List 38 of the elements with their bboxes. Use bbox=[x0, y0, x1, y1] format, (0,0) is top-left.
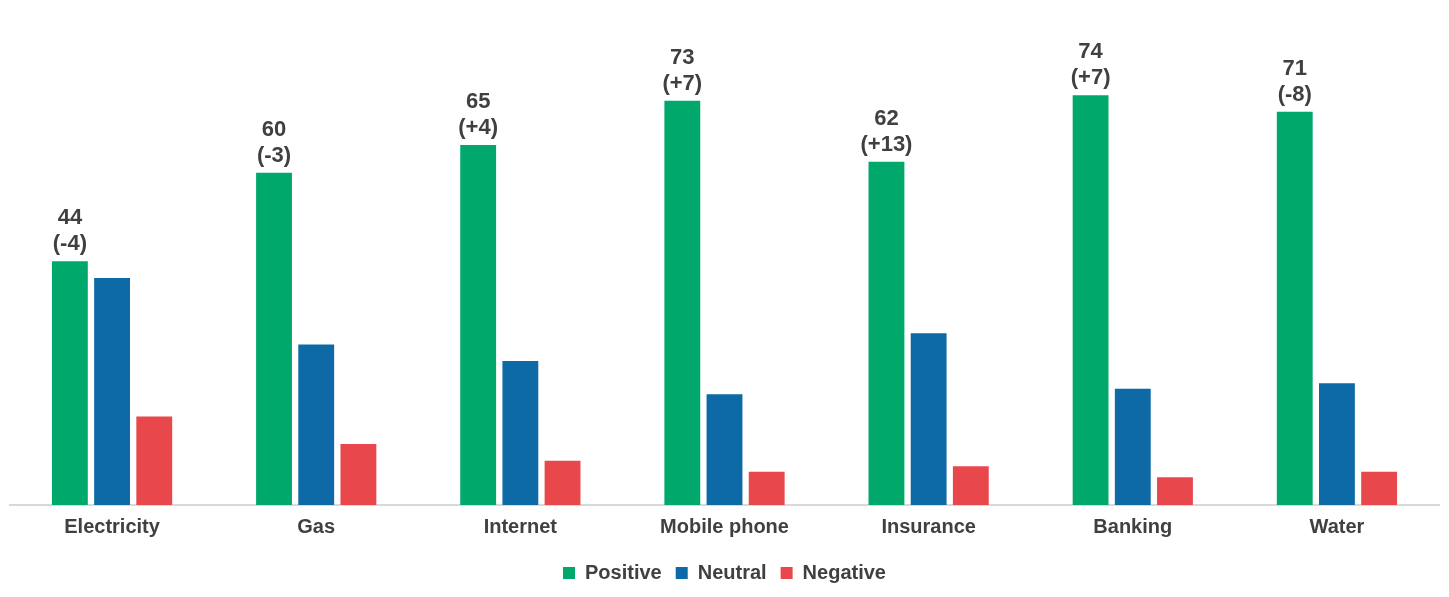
x-tick-label: Electricity bbox=[64, 514, 161, 537]
legend-label: Neutral bbox=[697, 560, 767, 583]
bar bbox=[1276, 111, 1313, 505]
x-tick-label: Water bbox=[1309, 514, 1365, 537]
data-label: 44 (-4) bbox=[52, 204, 87, 256]
x-tick-label: Banking bbox=[1093, 514, 1173, 537]
bar bbox=[706, 394, 743, 505]
bar bbox=[868, 161, 905, 505]
bar bbox=[94, 277, 130, 505]
bar bbox=[298, 344, 335, 505]
bar bbox=[544, 460, 581, 505]
bar bbox=[256, 172, 292, 505]
x-tick-label: Gas bbox=[297, 514, 336, 537]
data-label: 74 (+7) bbox=[1070, 38, 1111, 90]
bar bbox=[1114, 388, 1151, 505]
bar bbox=[1072, 95, 1109, 505]
data-label: 65 (+4) bbox=[458, 88, 499, 140]
data-label: 60 (-3) bbox=[256, 115, 292, 167]
bar bbox=[136, 416, 173, 505]
x-tick-label: Internet bbox=[483, 514, 558, 537]
data-label: 73 (+7) bbox=[662, 43, 703, 95]
legend-label: Positive bbox=[585, 560, 662, 583]
bar bbox=[460, 145, 497, 505]
bar bbox=[1361, 471, 1398, 505]
bar bbox=[502, 361, 539, 505]
bar bbox=[910, 333, 947, 505]
bar bbox=[748, 471, 785, 505]
bar bbox=[340, 444, 377, 505]
x-tick-label: Mobile phone bbox=[660, 514, 789, 537]
bar bbox=[952, 466, 989, 505]
bar bbox=[51, 261, 88, 505]
bar bbox=[1157, 477, 1193, 505]
x-tick-label: Insurance bbox=[881, 514, 976, 537]
data-label: 62 (+13) bbox=[860, 104, 913, 156]
data-label: 71 (-8) bbox=[1277, 54, 1312, 106]
bar bbox=[664, 100, 701, 505]
bar bbox=[1319, 383, 1355, 505]
legend-label: Negative bbox=[802, 560, 886, 583]
